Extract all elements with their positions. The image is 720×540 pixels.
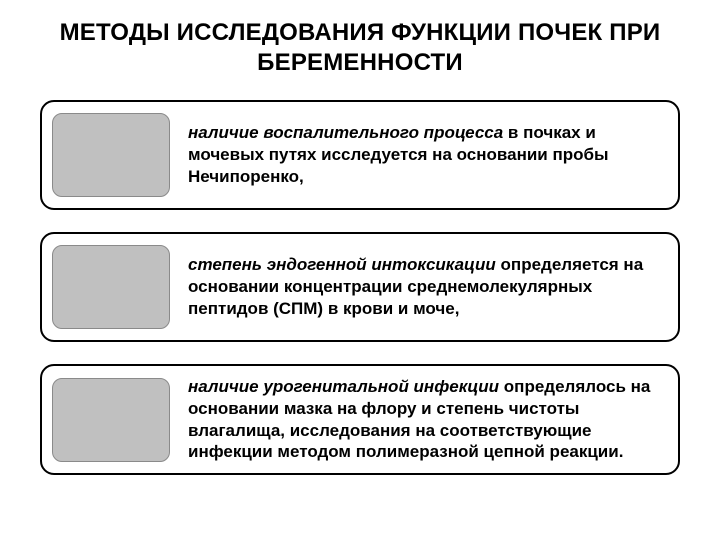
card-3-emph: наличие урогенитальной инфекции [188, 377, 499, 396]
placeholder-icon [52, 245, 170, 329]
card-1-emph: наличие воспалительного процесса [188, 123, 503, 142]
card-2: степень эндогенной интоксикации определя… [40, 232, 680, 342]
card-list: наличие воспалительного процесса в почка… [24, 100, 696, 475]
page-title: МЕТОДЫ ИССЛЕДОВАНИЯ ФУНКЦИИ ПОЧЕК ПРИ БЕ… [24, 18, 696, 78]
card-3: наличие урогенитальной инфекции определя… [40, 364, 680, 475]
placeholder-icon [52, 378, 170, 462]
placeholder-icon [52, 113, 170, 197]
card-2-text: степень эндогенной интоксикации определя… [188, 254, 664, 319]
card-1: наличие воспалительного процесса в почка… [40, 100, 680, 210]
title-line-2: БЕРЕМЕННОСТИ [257, 49, 463, 76]
card-3-text: наличие урогенитальной инфекции определя… [188, 376, 664, 463]
card-1-text: наличие воспалительного процесса в почка… [188, 122, 664, 187]
title-line-1: МЕТОДЫ ИССЛЕДОВАНИЯ ФУНКЦИИ ПОЧЕК ПРИ [60, 19, 661, 46]
card-2-emph: степень эндогенной интоксикации [188, 255, 496, 274]
